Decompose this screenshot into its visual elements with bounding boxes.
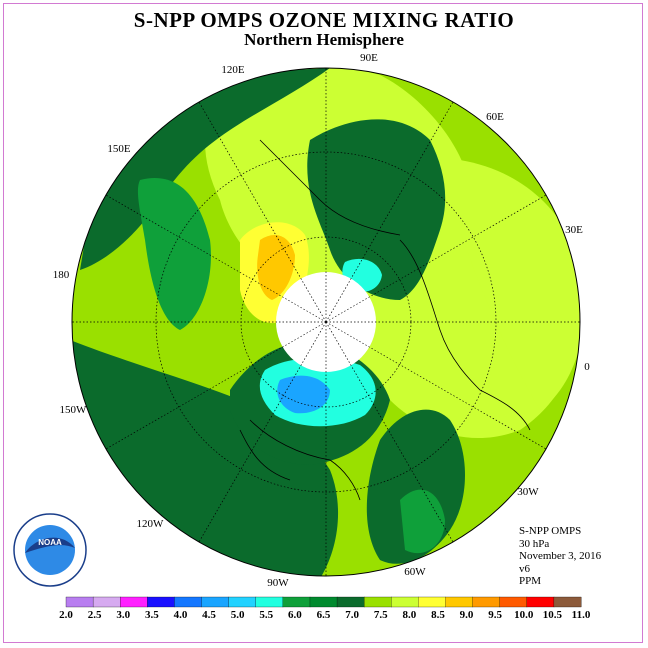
meridian-120w (198, 321, 327, 543)
meridian-120e (198, 101, 327, 323)
lon-label-180: 180 (53, 269, 70, 281)
info-instrument: S-NPP OMPS (519, 525, 582, 537)
longitude-labels: 90E 60E 30E 0 30W 60W 90W 120W 150W 180 … (53, 52, 591, 589)
graticule (72, 68, 580, 576)
lon-label-150e: 150E (107, 143, 131, 155)
coast-europe (399, 239, 531, 431)
lon-label-90e: 90E (360, 52, 378, 64)
lon-label-0: 0 (584, 361, 590, 373)
info-date: November 3, 2016 (519, 550, 602, 562)
lon-label-150w: 150W (60, 404, 88, 416)
meridian-60w (325, 321, 454, 543)
info-units: PPM (519, 575, 542, 587)
map-boundary (71, 67, 581, 577)
coast-north-america (239, 419, 361, 501)
figure-frame (3, 3, 643, 643)
meridian-150w (105, 321, 327, 450)
logo-globe (25, 525, 75, 575)
info-version: v6 (519, 562, 530, 575)
lon-label-60e: 60E (486, 111, 504, 123)
meridian-60e (325, 101, 454, 323)
field-7.0-asia (307, 119, 446, 300)
logo-text: NOAA (38, 538, 62, 547)
logo-bird (25, 537, 75, 553)
lon-label-120w: 120W (137, 518, 165, 530)
meridian-30w (325, 321, 547, 450)
lon-label-30w: 30W (517, 486, 539, 498)
lon-label-120e: 120E (221, 64, 245, 76)
lon-label-90w: 90W (267, 577, 289, 589)
latitude-circle-30 (155, 151, 497, 493)
coastlines (239, 139, 531, 501)
map-subtitle: Northern Hemisphere (244, 30, 404, 49)
meridian-150e (105, 194, 327, 323)
map-info: S-NPP OMPS 30 hPa November 3, 2016 v6 PP… (519, 525, 601, 588)
noaa-logo: NOAA (13, 513, 87, 587)
info-level: 30 hPa (519, 537, 550, 550)
meridian-30e (325, 194, 547, 323)
coast-asia (259, 139, 401, 236)
field-6.5-atlantic (400, 489, 445, 554)
field-5.0 (277, 375, 330, 414)
field-8.0-east (460, 160, 580, 410)
lon-label-30e: 30E (565, 224, 583, 236)
lon-label-60w: 60W (404, 566, 426, 578)
map-title: S-NPP OMPS OZONE MIXING RATIO (133, 8, 515, 32)
